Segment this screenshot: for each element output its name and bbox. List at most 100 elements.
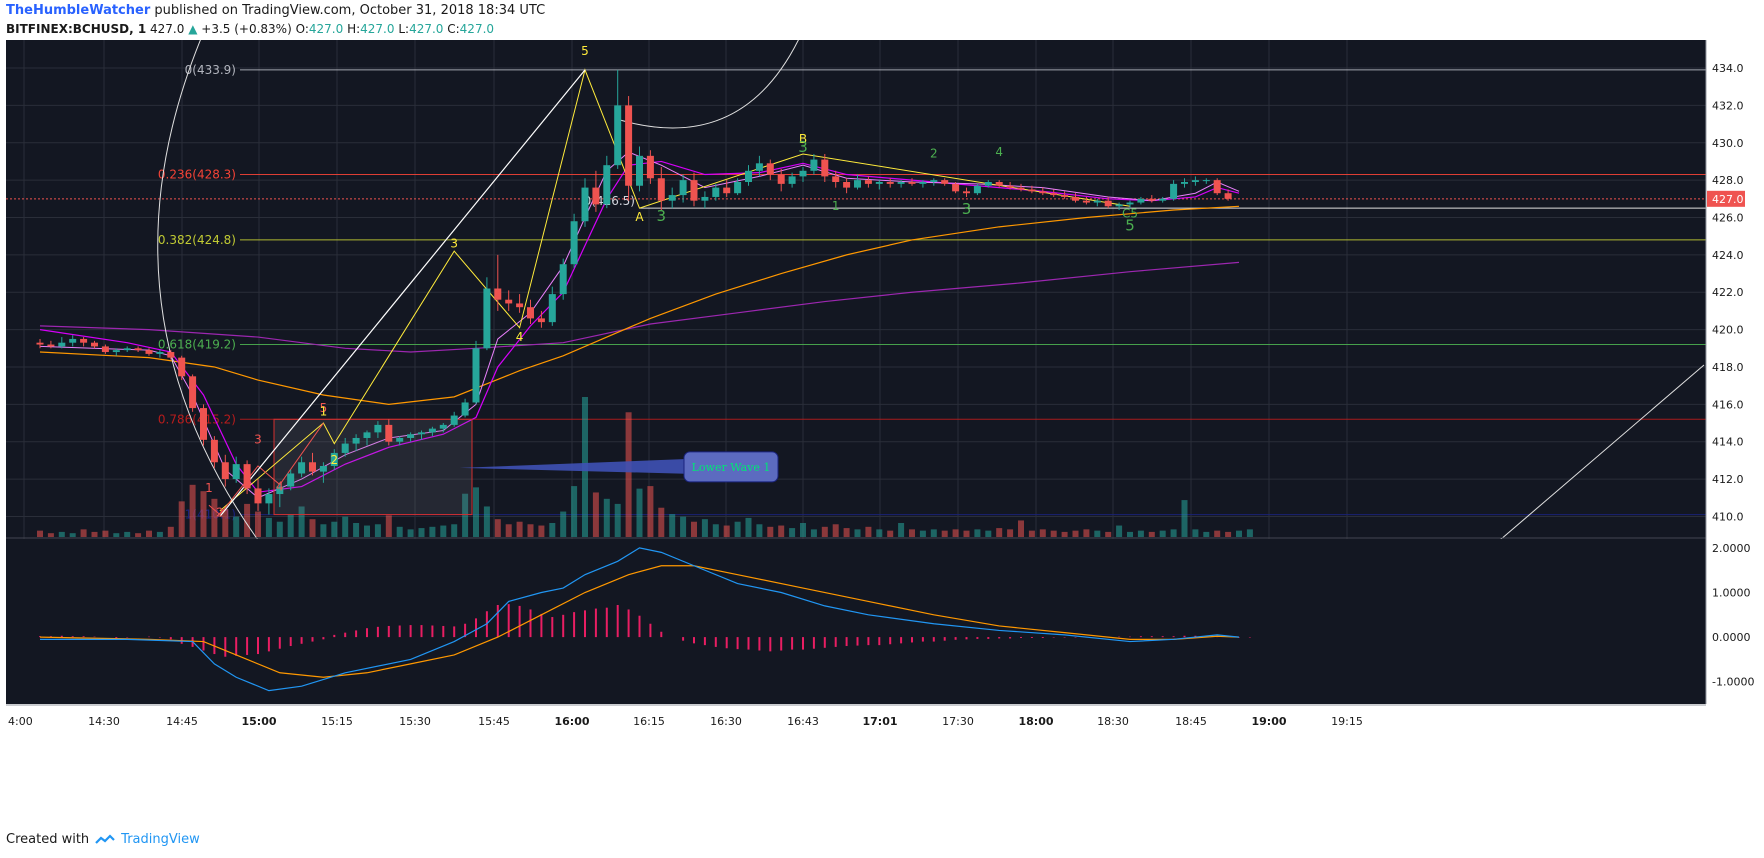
volume-bar <box>614 503 621 537</box>
candle-body <box>1039 191 1047 194</box>
volume-bar <box>37 530 43 537</box>
candle-body <box>407 434 415 438</box>
time-tick-label: 15:15 <box>321 715 353 728</box>
candle-body <box>766 163 774 175</box>
tradingview-logo-icon <box>95 833 115 844</box>
candle-body <box>112 350 120 353</box>
volume-bar <box>1192 529 1199 537</box>
candle-body <box>581 187 589 222</box>
volume-bar <box>963 530 970 537</box>
candle-body <box>483 288 491 349</box>
volume-bar <box>298 506 305 537</box>
sma-slow-line <box>39 205 1240 405</box>
candle-body <box>123 348 131 351</box>
price-axis-background <box>1706 40 1764 734</box>
price-tick-label: 414.0 <box>1712 436 1744 449</box>
last-price: 427.0 <box>150 22 185 36</box>
volume-bar <box>80 529 87 537</box>
candle-body <box>973 185 981 194</box>
candle-body <box>1061 195 1069 197</box>
fib-circle-arc <box>1499 364 1705 541</box>
high-label: H: <box>347 22 361 36</box>
volume-bar <box>974 529 981 537</box>
candle-body <box>1126 202 1134 205</box>
candle-body <box>505 299 513 304</box>
volume-bar <box>832 524 839 537</box>
candle-body <box>439 424 447 429</box>
volume-bar <box>1203 531 1210 537</box>
candle-body <box>614 105 622 166</box>
volume-bar <box>91 531 98 537</box>
volume-bar <box>167 526 174 537</box>
wave-label: 4 <box>995 145 1003 159</box>
low-value: 427.0 <box>409 22 444 36</box>
fib-level-label: 0.382(424.8) <box>158 233 236 247</box>
volume-bar <box>1159 530 1166 537</box>
candle-body <box>832 176 840 182</box>
volume-bar <box>222 509 229 537</box>
tradingview-brand[interactable]: TradingView <box>121 832 200 847</box>
volume-bar <box>483 506 490 537</box>
volume-bar <box>756 524 763 537</box>
price-tick-label: 412.0 <box>1712 473 1744 486</box>
volume-bar <box>265 517 272 537</box>
candle-body <box>309 462 316 472</box>
price-tick-label: 422.0 <box>1712 286 1744 299</box>
candle-body <box>603 165 611 205</box>
volume-bar <box>1214 530 1221 537</box>
candle-body <box>1115 204 1123 207</box>
chart-canvas[interactable]: 0(433.9) 0.236(428.3) 0.382(424.8) 0.618(41… <box>0 40 1764 826</box>
volume-bar <box>767 526 774 537</box>
volume-bar <box>778 525 785 537</box>
candle-body <box>36 342 44 345</box>
time-tick-label: 16:43 <box>787 715 819 728</box>
candle-body <box>472 348 480 403</box>
macd-pane-background <box>6 539 1706 704</box>
volume-bar <box>810 529 817 537</box>
volume-bar <box>233 516 240 537</box>
volume-bar <box>1170 529 1177 537</box>
candle-body <box>1213 180 1221 194</box>
candle-body <box>243 464 251 489</box>
volume-bar <box>647 486 654 537</box>
volume-bar <box>440 525 447 537</box>
candle-body <box>1050 193 1058 196</box>
candle-body <box>1191 180 1199 182</box>
volume-bar <box>789 528 796 537</box>
created-with-text: Created with <box>6 832 90 847</box>
symbol-name[interactable]: BITFINEX:BCHUSD, 1 <box>6 22 147 36</box>
volume-bar <box>603 498 610 537</box>
high-value: 427.0 <box>360 22 395 36</box>
author-link[interactable]: TheHumbleWatcher <box>6 3 151 18</box>
candle-body <box>690 180 698 201</box>
macd-tick-label: 1.0000 <box>1712 587 1751 600</box>
price-tick-label: 420.0 <box>1712 324 1744 337</box>
candle-body <box>1017 187 1025 190</box>
volume-bar <box>331 521 338 537</box>
wave-label: 2 <box>930 147 938 161</box>
candle-body <box>897 182 905 184</box>
volume-bar <box>680 516 687 537</box>
candle-body <box>625 105 633 186</box>
time-tick-label: 17:30 <box>942 715 974 728</box>
volume-bar <box>701 519 708 537</box>
time-tick-label: 14:45 <box>166 715 198 728</box>
candle-body <box>1082 200 1090 203</box>
symbol-legend: BITFINEX:BCHUSD, 1 427.0 ▲ +3.5 (+0.83%)… <box>6 20 494 38</box>
candle-body <box>559 264 567 295</box>
price-tick-label: 426.0 <box>1712 212 1744 225</box>
price-change: +3.5 (+0.83%) <box>201 22 292 36</box>
price-tick-label: 430.0 <box>1712 137 1744 150</box>
volume-bar <box>1039 529 1046 537</box>
candle-body <box>210 439 218 463</box>
volume-bar <box>898 523 905 537</box>
volume-bar <box>909 529 915 537</box>
candle-body <box>254 488 262 504</box>
wave-label: 1 <box>832 199 840 213</box>
candle-body <box>919 182 927 184</box>
candle-body <box>200 408 207 440</box>
volume-bar <box>364 525 370 537</box>
candle-body <box>723 187 731 194</box>
candle-body <box>134 348 142 351</box>
candle-body <box>363 432 371 438</box>
